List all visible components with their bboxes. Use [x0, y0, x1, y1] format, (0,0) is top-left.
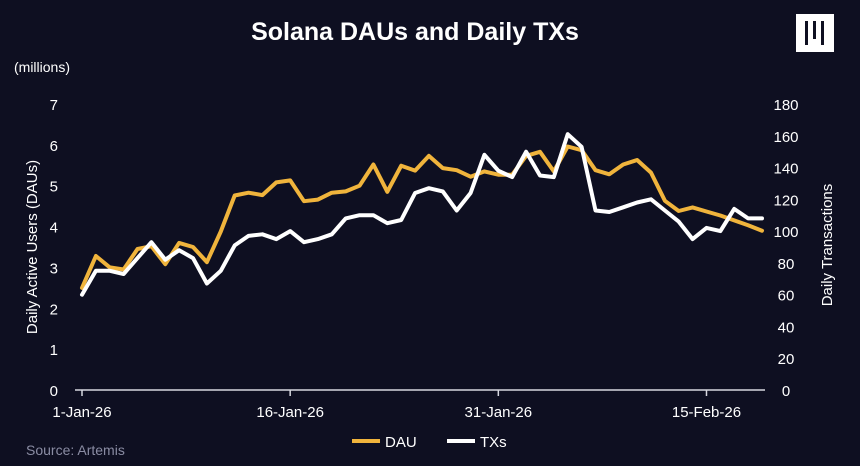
y-right-tick-label: 100 — [773, 224, 798, 241]
unit-label: (millions) — [14, 59, 70, 75]
y-left-tick-label: 5 — [50, 179, 58, 196]
y-axis-left: 0 1 2 3 4 5 6 7 — [50, 97, 58, 400]
x-tick-label: 15-Feb-26 — [672, 404, 741, 421]
x-tick-label: 31-Jan-26 — [465, 404, 533, 421]
plot-area — [80, 132, 764, 297]
y-left-tick-label: 7 — [50, 97, 58, 114]
y-right-tick-label: 20 — [778, 351, 795, 368]
y-right-tick-label: 120 — [773, 192, 798, 209]
y-left-tick-label: 6 — [50, 138, 58, 155]
legend-label-txs: TXs — [480, 434, 507, 451]
y-axis-right-title: Daily Transactions — [819, 184, 836, 307]
source-note: Source: Artemis — [26, 442, 125, 458]
y-right-tick-label: 0 — [782, 383, 790, 400]
series-line-txs — [80, 132, 764, 297]
x-tick-label: 16-Jan-26 — [256, 404, 324, 421]
chart-title: Solana DAUs and Daily TXs — [251, 18, 579, 46]
y-right-tick-label: 40 — [778, 319, 795, 336]
series-line-dau — [80, 144, 764, 290]
y-axis-left-title: Daily Active Users (DAUs) — [24, 160, 41, 334]
y-right-tick-label: 60 — [778, 288, 795, 305]
y-right-tick-label: 140 — [773, 161, 798, 178]
y-axis-right: 0 20 40 60 80 100 120 140 160 180 — [773, 97, 798, 400]
y-left-tick-label: 3 — [50, 260, 58, 277]
x-tick-label: 1-Jan-26 — [52, 404, 111, 421]
brand-logo-icon — [796, 14, 834, 52]
y-right-tick-label: 160 — [773, 129, 798, 146]
legend: DAU TXs — [352, 434, 507, 451]
y-right-tick-label: 80 — [778, 256, 795, 273]
legend-label-dau: DAU — [385, 434, 417, 451]
y-left-tick-label: 4 — [50, 220, 58, 237]
y-left-tick-label: 1 — [50, 342, 58, 359]
y-left-tick-label: 0 — [50, 383, 58, 400]
y-left-tick-label: 2 — [50, 301, 58, 318]
x-axis: 1-Jan-26 16-Jan-26 31-Jan-26 15-Feb-26 — [52, 390, 741, 421]
y-right-tick-label: 180 — [773, 97, 798, 114]
